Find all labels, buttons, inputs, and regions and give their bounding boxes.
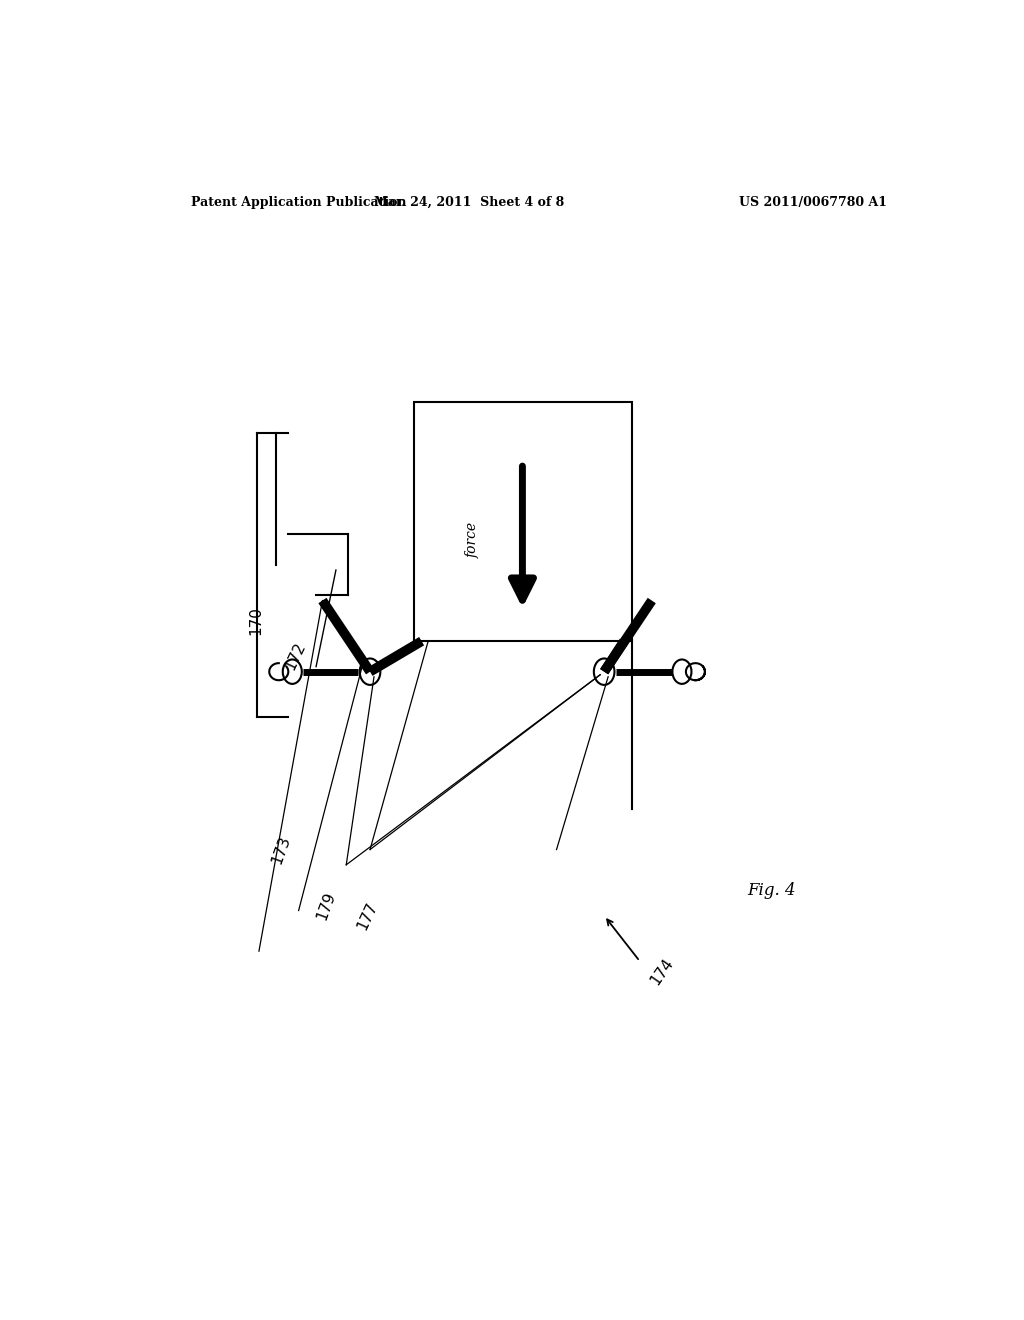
Text: Fig. 4: Fig. 4 bbox=[748, 882, 796, 899]
Text: Mar. 24, 2011  Sheet 4 of 8: Mar. 24, 2011 Sheet 4 of 8 bbox=[374, 195, 564, 209]
Text: 172: 172 bbox=[283, 640, 308, 673]
Text: US 2011/0067780 A1: US 2011/0067780 A1 bbox=[739, 195, 887, 209]
Text: 173: 173 bbox=[269, 833, 293, 866]
Bar bbox=[414, 403, 632, 642]
Text: 170: 170 bbox=[249, 606, 263, 635]
Text: Patent Application Publication: Patent Application Publication bbox=[191, 195, 407, 209]
Text: 177: 177 bbox=[354, 899, 380, 932]
Text: force: force bbox=[466, 521, 480, 557]
Text: 174: 174 bbox=[648, 956, 677, 987]
Text: 179: 179 bbox=[314, 890, 339, 921]
